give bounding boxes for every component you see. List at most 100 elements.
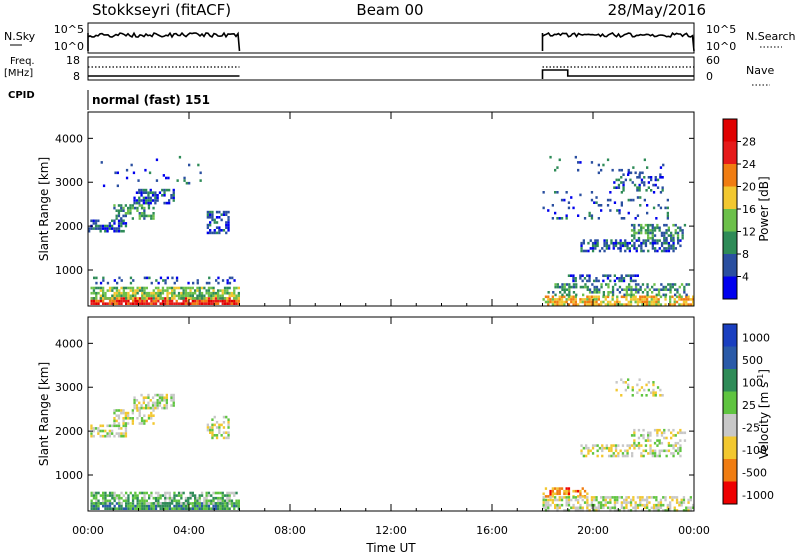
- power-echo-cell: [674, 223, 677, 227]
- power-echo-cell: [233, 291, 236, 295]
- power-echo-cell: [664, 298, 667, 301]
- power-echo-cell: [129, 209, 132, 212]
- power-echo-cell: [215, 216, 219, 219]
- power-echo-cell: [629, 295, 633, 299]
- power-echo-cell: [673, 303, 676, 306]
- velocity-echo-cell: [180, 502, 183, 505]
- velocity-echo-cell: [674, 444, 677, 447]
- velocity-echo-cell: [117, 422, 121, 425]
- nave-tick-bottom: 0: [706, 70, 713, 83]
- power-echo-cell: [161, 289, 165, 292]
- velocity-echo-cell: [129, 417, 132, 420]
- power-echo-cell: [88, 229, 91, 233]
- velocity-echo-cell: [106, 494, 109, 497]
- velocity-echo-cell: [613, 509, 617, 512]
- power-echo-cell: [602, 163, 605, 167]
- power-echo-cell: [568, 285, 571, 289]
- power-echo-cell: [97, 291, 100, 295]
- power-echo-cell: [214, 294, 217, 298]
- velocity-echo-cell: [633, 431, 636, 435]
- power-echo-cell: [542, 298, 545, 301]
- power-echo-cell: [221, 294, 224, 298]
- velocity-echo-cell: [102, 496, 105, 500]
- power-echo-cell: [652, 206, 656, 210]
- power-echo-cell: [678, 295, 681, 299]
- velocity-echo-cell: [665, 449, 668, 453]
- power-echo-cell: [129, 302, 132, 305]
- velocity-echo-cell: [131, 499, 135, 503]
- power-echo-cell: [159, 289, 162, 292]
- power-echo-cell: [600, 204, 603, 207]
- velocity-echo-cell: [90, 502, 93, 505]
- power-echo-cell: [111, 299, 114, 303]
- power-echo-cell: [650, 298, 653, 301]
- velocity-echo-cell: [152, 502, 155, 505]
- power-echo-cell: [600, 300, 603, 304]
- power-echo-cell: [595, 303, 598, 306]
- power-echo-cell: [95, 299, 98, 303]
- velocity-echo-cell: [632, 496, 635, 499]
- power-echo-cell: [636, 214, 640, 217]
- x-tick-label: 08:00: [274, 524, 306, 537]
- power-echo-cell: [125, 176, 129, 180]
- velocity-echo-cell: [189, 496, 192, 500]
- power-echo-cell: [211, 213, 214, 216]
- power-echo-cell: [228, 281, 232, 285]
- power-echo-cell: [136, 209, 139, 212]
- velocity-echo-cell: [617, 444, 620, 447]
- power-echo-cell: [115, 209, 118, 212]
- power-echo-cell: [104, 224, 107, 228]
- power-echo-cell: [129, 206, 132, 210]
- velocity-echo-cell: [613, 501, 617, 504]
- power-echo-cell: [136, 286, 139, 290]
- velocity-echo-cell: [664, 498, 667, 502]
- power-echo-cell: [198, 286, 201, 290]
- velocity-echo-cell: [662, 503, 665, 507]
- power-echo-cell: [203, 286, 206, 290]
- power-echo-cell: [595, 291, 599, 294]
- velocity-echo-cell: [647, 439, 650, 442]
- power-echo-cell: [138, 302, 142, 305]
- velocity-echo-cell: [542, 498, 545, 502]
- velocity-echo-cell: [180, 494, 183, 497]
- power-echo-cell: [638, 173, 641, 176]
- power-echo-cell: [604, 295, 607, 299]
- velocity-echo-cell: [645, 383, 648, 387]
- velocity-echo-cell: [94, 427, 98, 430]
- power-echo-cell: [618, 209, 621, 212]
- velocity-echo-cell: [143, 494, 146, 497]
- velocity-echo-cell: [147, 417, 151, 420]
- power-echo-cell: [606, 277, 610, 280]
- velocity-echo-cell: [212, 507, 215, 510]
- power-echo-cell: [219, 299, 222, 303]
- power-echo-cell: [111, 302, 114, 305]
- velocity-echo-cell: [207, 491, 211, 495]
- power-echo-cell: [92, 302, 96, 305]
- power-echo-cell: [563, 295, 566, 299]
- power-echo-cell: [643, 158, 646, 162]
- power-echo-cell: [131, 204, 134, 207]
- power-echo-cell: [547, 300, 550, 304]
- power-echo-cell: [143, 289, 146, 292]
- velocity-echo-cell: [156, 399, 159, 402]
- velocity-echo-cell: [623, 509, 626, 512]
- velocity-echo-cell: [90, 491, 93, 495]
- power-echo-cell: [143, 206, 146, 210]
- velocity-echo-cell: [658, 428, 661, 432]
- power-echo-cell: [588, 295, 591, 299]
- velocity-echo-cell: [163, 404, 166, 407]
- power-echo-cell: [625, 298, 628, 301]
- velocity-echo-cell: [214, 507, 217, 510]
- power-echo-cell: [178, 155, 182, 159]
- velocity-echo-cell: [138, 502, 142, 505]
- power-echo-cell: [161, 299, 165, 303]
- power-echo-cell: [594, 241, 597, 245]
- power-echo-cell: [600, 285, 603, 289]
- velocity-echo-cell: [551, 495, 554, 498]
- power-echo-cell: [168, 199, 171, 202]
- power-echo-cell: [650, 176, 653, 179]
- power-echo-cell: [122, 222, 125, 225]
- power-echo-cell: [156, 199, 159, 202]
- power-echo-cell: [111, 286, 114, 290]
